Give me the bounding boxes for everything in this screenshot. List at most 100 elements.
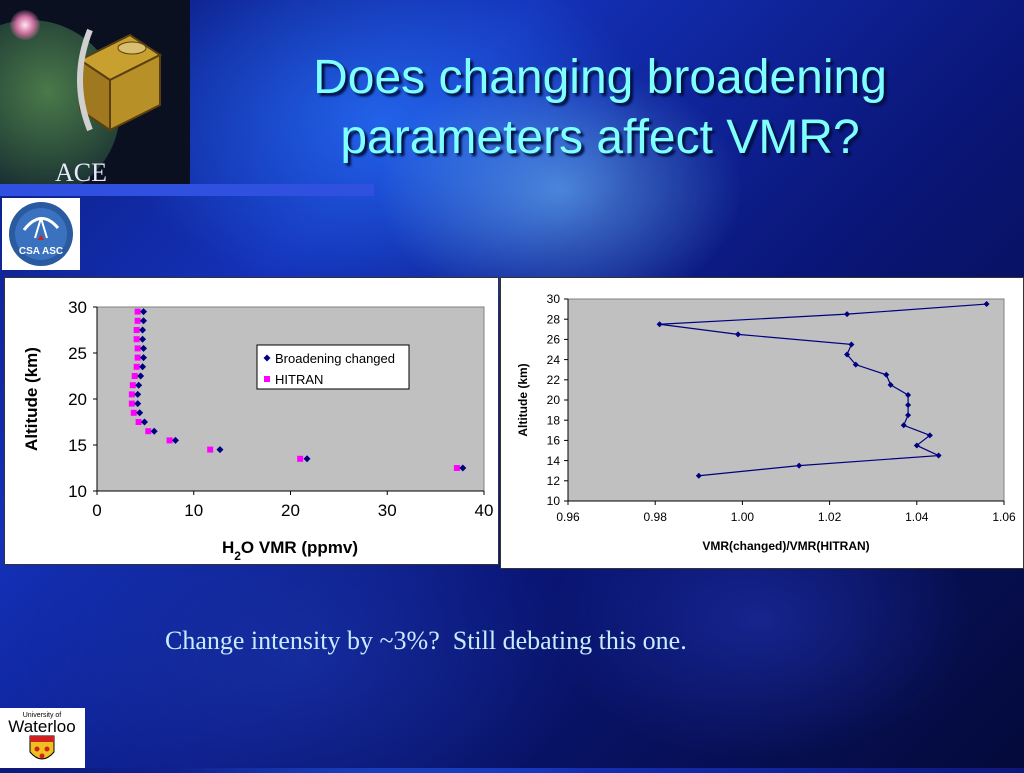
legend-label-hitran: HITRAN: [275, 372, 323, 387]
y-tick-label: 14: [547, 454, 561, 468]
broadening-changed-point: [139, 335, 147, 343]
ratio-series-point: [848, 341, 855, 348]
y-tick-label: 30: [547, 292, 561, 306]
y-tick-label: 20: [68, 390, 87, 409]
y-tick-label: 20: [547, 393, 561, 407]
x-axis-title: VMR(changed)/VMR(HITRAN): [702, 539, 869, 553]
vmr-ratio-chart: 10 12 14 16 18 20 22 24 26 28 30 0.96 0.98 1.00 1.02 1.…: [516, 292, 1016, 553]
broadening-changed-point: [140, 344, 148, 352]
hitran-point: [128, 391, 135, 398]
ratio-series-point: [656, 321, 663, 328]
broadening-changed-point: [139, 326, 147, 334]
ratio-series-point: [735, 331, 742, 338]
y-tick-label: 10: [68, 482, 87, 501]
y-axis-title: Altitude (km): [516, 363, 530, 436]
hitran-point: [133, 363, 140, 370]
y-axis-title: Altitude (km): [22, 347, 41, 451]
x-tick-label: 1.04: [905, 510, 929, 524]
y-tick-label: 24: [547, 353, 561, 367]
chart-legend: Broadening changed HITRAN: [256, 344, 410, 390]
hitran-point: [134, 354, 141, 361]
legend-box: [256, 344, 410, 390]
slide-title: Does changing broadening parameters affe…: [200, 48, 1000, 168]
ratio-series-point: [983, 301, 990, 308]
slide-caption: Change intensity by ~3%? Still debating …: [165, 626, 687, 655]
ratio-series-point: [935, 452, 942, 459]
hitran-point: [134, 317, 141, 324]
ratio-series-point: [695, 472, 702, 479]
y-tick-label: 26: [547, 333, 561, 347]
hitran-point: [135, 419, 142, 425]
csa-asc-logo: CSA ASC: [2, 198, 80, 270]
broadening-changed-point: [171, 436, 179, 444]
broadening-changed-point: [134, 390, 142, 398]
ratio-series-point: [844, 351, 851, 358]
broadening-changed-point: [139, 363, 147, 371]
ratio-series-point: [905, 412, 912, 419]
y-tick-label: 25: [68, 344, 87, 363]
broadening-changed-point: [150, 427, 158, 435]
y-tick-label: 12: [547, 474, 561, 488]
y-tick-label: 28: [547, 312, 561, 326]
broadening-changed-point: [141, 418, 149, 426]
y-tick-label: 15: [68, 436, 87, 455]
ace-mission-logo: ACE: [0, 0, 190, 186]
y-tick-label: 30: [68, 298, 87, 317]
ratio-series-point: [883, 371, 890, 378]
ratio-series-point: [900, 422, 907, 429]
hitran-point: [297, 455, 304, 462]
hitran-point: [133, 336, 140, 343]
title-line-2: parameters affect VMR?: [340, 111, 860, 164]
satellite-graphic: [77, 28, 162, 132]
hitran-point: [453, 465, 460, 471]
x-tick-label: 0: [92, 501, 101, 520]
ace-label: ACE: [55, 158, 107, 186]
hitran-point: [207, 446, 214, 453]
broadening-changed-point: [140, 308, 148, 316]
hitran-point: [133, 327, 140, 333]
y-tick-label: 18: [547, 413, 561, 427]
y-tick-label: 16: [547, 434, 561, 448]
broadening-changed-point: [140, 317, 148, 325]
x-tick-label: 0.98: [644, 510, 668, 524]
broadening-changed-point: [303, 455, 311, 463]
title-underline-bar: [0, 184, 374, 196]
x-axis-title: H2O VMR (ppmv): [222, 538, 358, 563]
university-of-waterloo-logo: University of Waterloo: [0, 708, 85, 768]
x-tick-label: 30: [378, 501, 397, 520]
x-tick-label: 20: [281, 501, 300, 520]
broadening-changed-point: [140, 354, 148, 362]
x-tick-label: 1.00: [731, 510, 755, 524]
ratio-series-point: [844, 311, 851, 318]
hitran-point: [166, 437, 173, 444]
broadening-changed-point: [134, 400, 142, 408]
hitran-point: [128, 400, 135, 407]
x-tick-label: 0.96: [556, 510, 580, 524]
ratio-series-point: [926, 432, 933, 439]
legend-marker-hitran: [264, 376, 270, 382]
ratio-series-point: [905, 402, 912, 409]
ratio-series-line: [659, 303, 987, 477]
legend-label-broadening-changed: Broadening changed: [275, 351, 395, 366]
hitran-point: [130, 409, 137, 416]
broadening-changed-point: [459, 464, 467, 472]
h2o-vmr-chart: 10 15 20 25 30 0 10 20 30 40 Altitude (km) H2O VMR …: [22, 298, 493, 563]
hitran-point: [131, 373, 138, 379]
broadening-changed-point: [135, 381, 143, 389]
sun-flare-graphic: [10, 10, 40, 40]
h2o-vmr-chart-panel: 10 15 20 25 30 0 10 20 30 40 Altitude (km) H2O VMR …: [4, 277, 499, 565]
ratio-series-point: [905, 391, 912, 398]
broadening-changed-point: [216, 446, 224, 454]
csa-logo-text: CSA ASC: [19, 246, 63, 257]
ratio-series-point: [887, 381, 894, 388]
hitran-point: [129, 382, 136, 389]
hitran-point: [145, 428, 152, 435]
ratio-series-point: [913, 442, 920, 449]
vmr-ratio-chart-panel: 10 12 14 16 18 20 22 24 26 28 30 0.96 0.98 1.00 1.02 1.…: [500, 277, 1024, 569]
hitran-point: [134, 345, 141, 352]
y-tick-label: 22: [547, 373, 561, 387]
title-line-1: Does changing broadening: [313, 51, 887, 104]
plot-area: [96, 306, 485, 492]
x-tick-label: 1.06: [992, 510, 1016, 524]
uw-logo-text: Waterloo: [8, 717, 75, 736]
